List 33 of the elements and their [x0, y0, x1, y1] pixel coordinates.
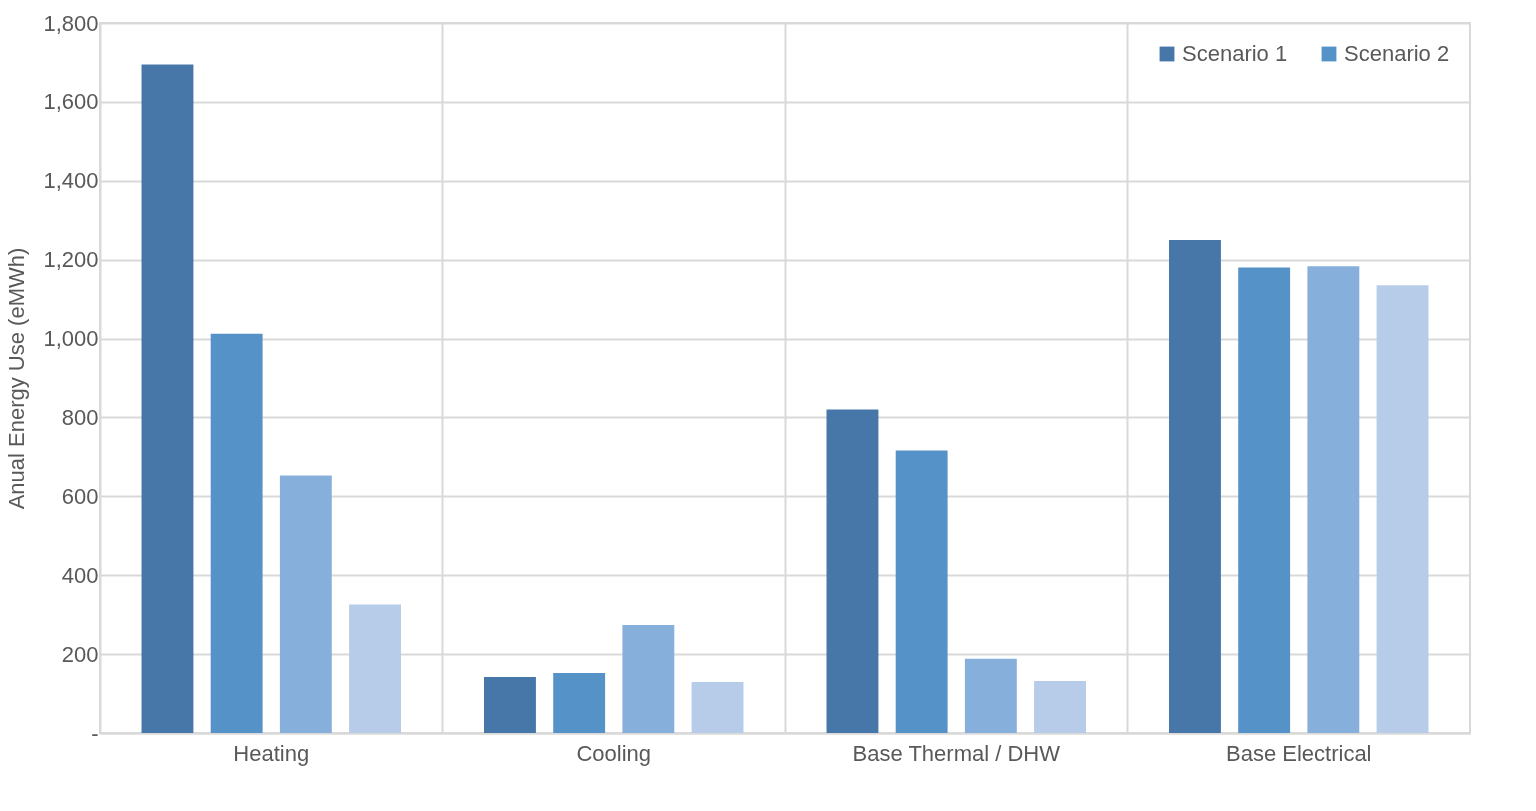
- bar: [553, 673, 606, 733]
- bar: [349, 604, 401, 733]
- y-tick-label: -: [91, 720, 99, 746]
- bar: [484, 676, 536, 733]
- bar: [1376, 285, 1429, 733]
- y-tick-label: 1,400: [43, 168, 99, 194]
- bar: [210, 333, 263, 733]
- bar: [141, 64, 194, 733]
- bar: [279, 475, 332, 733]
- bar: [964, 658, 1017, 733]
- bar: [826, 409, 879, 733]
- bar: [895, 450, 948, 733]
- legend-label: Scenario 2: [1344, 41, 1450, 66]
- bar: [1238, 267, 1291, 733]
- y-tick-label: 1,000: [43, 326, 99, 352]
- bar: [622, 624, 675, 733]
- x-tick-label: Cooling: [576, 740, 652, 766]
- bar: [691, 682, 744, 733]
- y-tick-label: 800: [61, 404, 99, 430]
- bar: [1169, 239, 1221, 733]
- bar: [1034, 680, 1086, 733]
- legend-label: Scenario 1: [1182, 41, 1288, 66]
- bar: [1307, 266, 1360, 733]
- y-tick-label: 400: [61, 562, 99, 588]
- y-tick-label: 200: [61, 641, 99, 667]
- x-tick-label: Base Thermal / DHW: [852, 740, 1061, 766]
- y-tick-label: 600: [61, 483, 99, 509]
- x-tick-label: Heating: [233, 740, 310, 766]
- x-tick-label: Base Electrical: [1225, 740, 1372, 766]
- y-tick-label: 1,600: [43, 89, 99, 115]
- y-tick-label: 1,200: [43, 247, 99, 273]
- y-tick-label: 1,800: [43, 10, 99, 36]
- y-axis-title: Anual Energy Use (eMWh): [4, 247, 30, 510]
